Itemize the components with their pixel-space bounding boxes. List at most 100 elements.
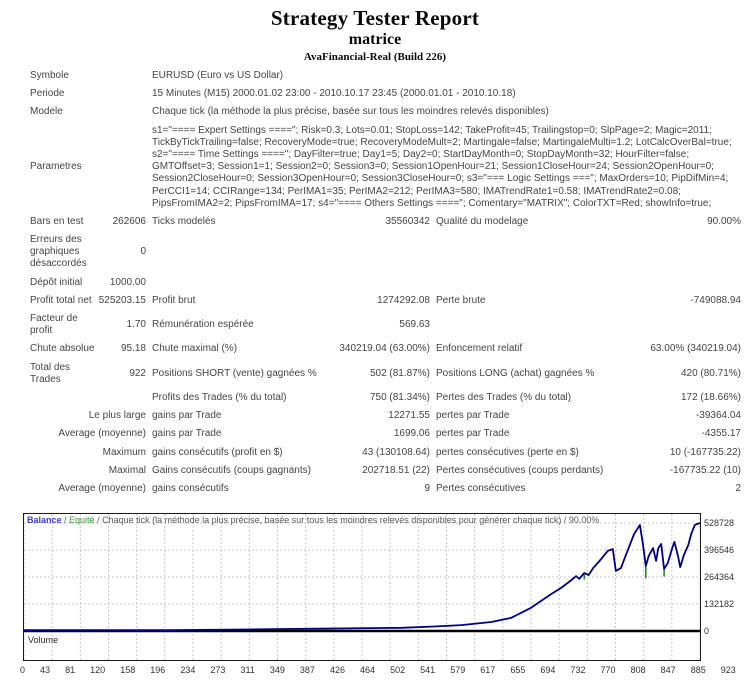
row-value: 202718.51 (22) xyxy=(362,464,430,476)
x-axis-tick: 234 xyxy=(180,665,196,675)
row-label: Total des Trades xyxy=(30,361,71,385)
x-axis-tick: 273 xyxy=(210,665,226,675)
row-value: Chaque tick (la méthode la plus précise,… xyxy=(152,106,549,118)
row-value: 1699.06 xyxy=(393,428,430,440)
y-axis-tick: 396546 xyxy=(704,545,735,555)
x-axis-tick: 923 xyxy=(720,665,736,675)
row-label: Bars en test xyxy=(30,215,84,227)
row-value: 90.00% xyxy=(707,215,741,227)
row-label: pertes par Trade xyxy=(436,428,510,440)
x-axis-tick: 196 xyxy=(150,665,166,675)
stats-table: Symbole EURUSD (Euro vs US Dollar) Periode… xyxy=(30,70,742,495)
x-axis-tick: 847 xyxy=(660,665,676,675)
x-axis-tick: 808 xyxy=(630,665,646,675)
x-axis-tick: 732 xyxy=(570,665,586,675)
table-row: Bars en test 262606 Ticks modelés 35560342 Q… xyxy=(30,216,742,228)
row-qualifier: Average (moyenne) xyxy=(58,482,146,494)
row-label: pertes par Trade xyxy=(436,410,510,422)
x-axis-labels: 0 43 81 120 158 196 234 273 311 349 387 426 464 502 54… xyxy=(20,665,736,675)
row-label: gains consécutifs xyxy=(152,482,229,494)
row-label: Gains consécutifs (coups gagnants) xyxy=(152,464,311,476)
row-value: 525203.15 xyxy=(98,294,146,306)
parameter-line: s1="==== Expert Settings ===="; Risk=0.3… xyxy=(152,124,712,136)
row-value: -39364.04 xyxy=(695,410,741,422)
report-title: Strategy Tester Report xyxy=(270,6,480,30)
row-value: s1="==== Expert Settings ===="; Risk=0.3… xyxy=(152,125,741,210)
row-label: Symbole xyxy=(30,70,69,81)
table-row: Symbole EURUSD (Euro vs US Dollar) xyxy=(30,70,742,82)
table-row: Facteur de profit 1.70 Rémunération espéré… xyxy=(30,313,742,337)
row-label: Chute maximal (%) xyxy=(152,343,238,355)
row-label: gains par Trade xyxy=(152,410,222,422)
x-axis-tick: 655 xyxy=(510,665,526,675)
row-label: Modele xyxy=(30,106,63,118)
row-value: -167735.22 (10) xyxy=(669,464,741,476)
row-label: Positions SHORT (vente) gagnées % xyxy=(152,367,317,379)
table-row: Modele Chaque tick (la méthode la plus pr… xyxy=(30,106,742,118)
x-axis-tick: 426 xyxy=(329,665,345,675)
table-row: Erreurs des graphiques désaccordés 0 xyxy=(30,234,742,271)
row-label: Profit brut xyxy=(152,294,196,306)
table-row: Profits des Trades (% du total) 750 (81.3… xyxy=(30,392,742,404)
row-label: Pertes consécutives xyxy=(436,482,526,494)
row-label: Enfoncement relatif xyxy=(436,343,523,355)
row-label: Profits des Trades (% du total) xyxy=(152,391,287,403)
y-axis-tick: 528728 xyxy=(704,518,735,528)
row-qualifier: Maximum xyxy=(102,446,146,458)
table-row: Profit total net 525203.15 Profit brut 1274… xyxy=(30,295,742,307)
x-axis-tick: 579 xyxy=(450,665,466,675)
row-value: 9 xyxy=(424,482,430,494)
row-value: 2 xyxy=(735,482,741,494)
x-axis-tick: 120 xyxy=(90,665,106,675)
volume-panel-label: Volume xyxy=(28,635,59,645)
row-value: 262606 xyxy=(112,215,146,227)
table-row: Dépôt initial 1000.00 xyxy=(30,277,742,289)
table-row: Average (moyenne) gains par Trade 1699.06 p… xyxy=(30,428,742,440)
x-axis-tick: 81 xyxy=(65,665,76,675)
parameter-line: PerCCI1=14; CCIRange=134; PerIMA1=35; Pe… xyxy=(152,185,681,197)
row-qualifier: Maximal xyxy=(108,464,146,476)
row-label: Facteur de profit xyxy=(30,313,78,337)
row-value: 1.70 xyxy=(126,319,146,331)
row-qualifier: Average (moyenne) xyxy=(58,428,146,440)
row-value: 0 xyxy=(140,246,146,258)
x-axis-tick: 617 xyxy=(480,665,496,675)
table-row: Maximum gains consécutifs (profit en $) 43… xyxy=(30,447,742,459)
strategy-name: matrice xyxy=(348,31,402,48)
chart-legend: Balance / Equité / Chaque tick (la métho… xyxy=(27,515,695,525)
table-row: Le plus large gains par Trade 12271.55 pert… xyxy=(30,410,742,422)
table-row: Parametres s1="==== Expert Settings ===="… xyxy=(30,125,742,210)
x-axis-tick: 464 xyxy=(360,665,376,675)
row-value: EURUSD (Euro vs US Dollar) xyxy=(152,70,284,81)
x-axis-tick: 43 xyxy=(40,665,51,675)
table-row: Chute absolue 95.18 Chute maximal (%) 34021… xyxy=(30,343,742,355)
row-value: 750 (81.34%) xyxy=(369,391,430,403)
row-value: 1000.00 xyxy=(109,276,146,288)
row-value: 922 xyxy=(129,367,146,379)
x-axis-tick: 311 xyxy=(240,665,255,675)
row-value: 63.00% (340219.04) xyxy=(650,343,741,355)
row-value: 569.63 xyxy=(399,319,430,331)
row-qualifier: Le plus large xyxy=(88,410,146,422)
report-header: Strategy Tester Report matrice AvaFinanc… xyxy=(0,6,750,63)
row-label: Chute absolue xyxy=(30,343,95,355)
parameter-line: PipsFromIMA2=2; PipsFromIMA=17; s4="====… xyxy=(152,197,712,209)
table-row: Average (moyenne) gains consécutifs 9 Perte… xyxy=(30,483,742,495)
x-axis-tick: 158 xyxy=(120,665,136,675)
row-label: gains par Trade xyxy=(152,428,222,440)
table-row: Maximal Gains consécutifs (coups gagnants… xyxy=(30,465,742,477)
row-label: Ticks modelés xyxy=(152,215,216,227)
table-row: Periode 15 Minutes (M15) 2000.01.02 23:00… xyxy=(30,88,742,100)
x-axis-tick: 885 xyxy=(690,665,706,675)
row-label: Periode xyxy=(30,88,65,100)
row-value: 420 (80.71%) xyxy=(680,367,741,379)
parameter-line: s2="==== Time Settings ===="; DayFilter=… xyxy=(152,148,690,160)
x-axis-tick: 694 xyxy=(540,665,556,675)
x-axis-tick: 502 xyxy=(390,665,406,675)
x-axis-tick: 0 xyxy=(20,665,26,675)
parameter-line: TickByTickTrailing=false; RecoveryMode=t… xyxy=(152,136,732,148)
parameter-line: Session2CloseHour=0; Session3OpenHour=0;… xyxy=(152,173,729,185)
row-value: 15 Minutes (M15) 2000.01.02 23:00 - 2010… xyxy=(152,88,516,100)
row-value: 1274292.08 xyxy=(377,294,430,306)
y-axis-tick: 132182 xyxy=(704,599,735,609)
